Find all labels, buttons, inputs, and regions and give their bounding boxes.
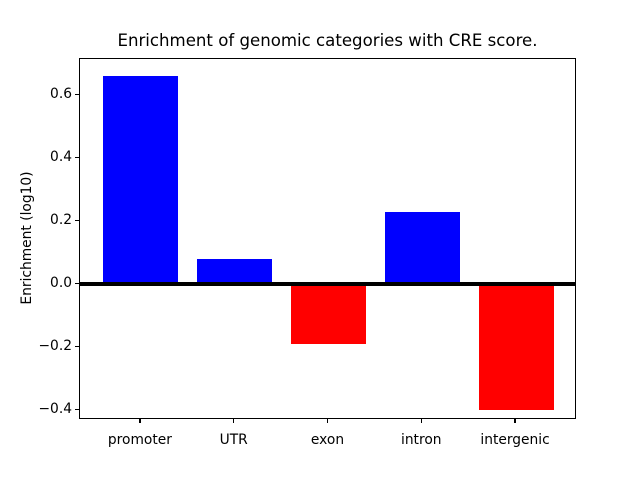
- y-tick-label: 0.2: [50, 212, 72, 229]
- y-tick-mark: [75, 345, 79, 347]
- plot-area: [79, 58, 576, 419]
- y-tick-label: −0.2: [38, 338, 72, 355]
- y-tick-label: −0.4: [38, 401, 72, 418]
- x-tick-label: UTR: [219, 432, 248, 448]
- y-tick-mark: [75, 93, 79, 95]
- x-tick-mark: [139, 419, 141, 423]
- zero-baseline: [80, 282, 575, 287]
- x-tick-label: exon: [310, 432, 345, 448]
- bar-exon: [290, 284, 366, 345]
- bar-UTR: [197, 259, 273, 285]
- x-tick-label: intron: [400, 432, 442, 448]
- y-tick-mark: [75, 219, 79, 221]
- bar-intergenic: [478, 284, 554, 411]
- y-tick-label: 0.4: [50, 149, 72, 166]
- x-tick-label: intergenic: [480, 432, 550, 448]
- y-tick-label: 0.0: [50, 275, 72, 292]
- x-tick-mark: [514, 419, 516, 423]
- x-tick-mark: [326, 419, 329, 423]
- y-tick-label: 0.6: [50, 86, 72, 103]
- chart-title: Enrichment of genomic categories with CR…: [117, 31, 538, 50]
- x-tick-mark: [233, 419, 235, 423]
- y-tick-mark: [75, 282, 79, 284]
- x-tick-label: promoter: [107, 432, 172, 448]
- y-tick-mark: [75, 408, 79, 410]
- bar-promoter: [103, 76, 179, 285]
- y-tick-mark: [75, 156, 79, 158]
- bar-intron: [384, 211, 460, 285]
- x-tick-mark: [420, 419, 422, 423]
